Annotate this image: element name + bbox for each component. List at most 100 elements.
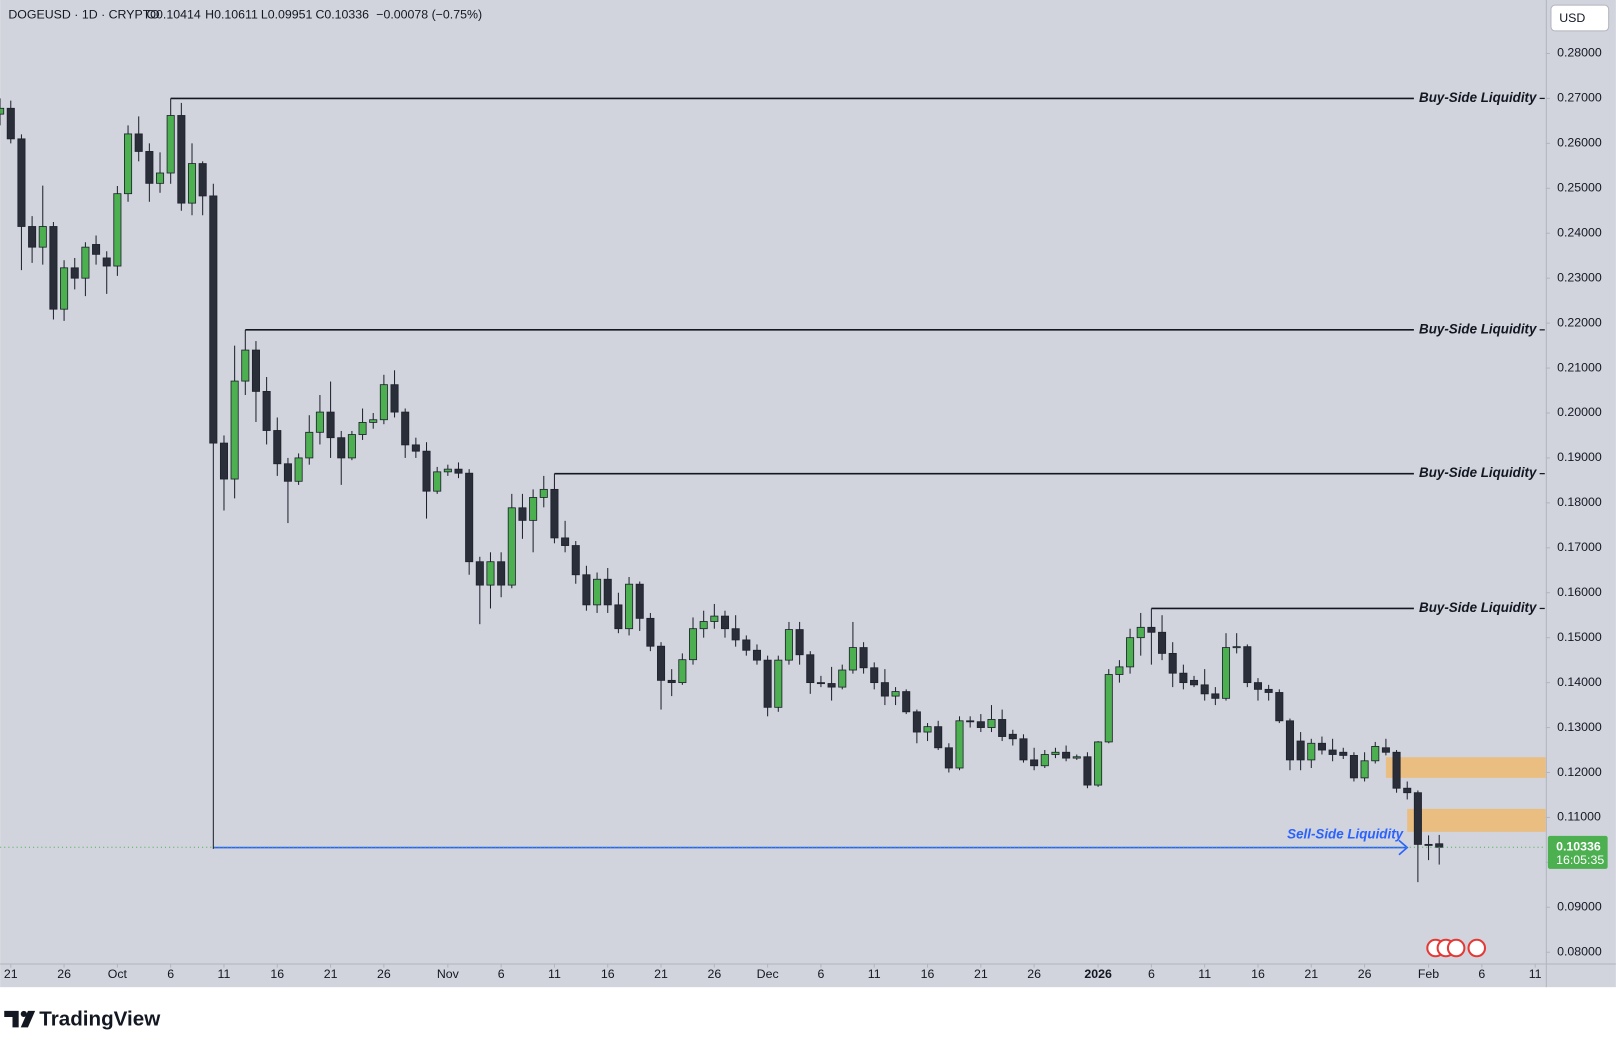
candle-body-down: [134, 133, 143, 152]
candle-body-up: [1040, 754, 1049, 767]
current-price-box: [1547, 835, 1608, 869]
x-tick-label: 16: [270, 967, 284, 981]
candle-body-up: [113, 193, 122, 267]
currency-box[interactable]: [1550, 4, 1610, 32]
candle-body-up: [294, 457, 303, 482]
x-tick-label: Dec: [757, 967, 779, 981]
candle-body-down: [1317, 742, 1326, 751]
x-tick-label: 6: [167, 967, 174, 981]
candle-body-down: [219, 442, 229, 480]
candle-body-down: [1179, 672, 1188, 684]
y-tick-label: 0.25000: [1557, 181, 1602, 195]
candle-body-up: [1232, 646, 1241, 649]
candle-body-up: [1104, 674, 1113, 743]
candle-body-down: [337, 437, 346, 459]
candle-body-down: [70, 267, 79, 279]
candle-body-down: [816, 682, 825, 685]
candle-body-up: [593, 578, 602, 606]
buy-side-label: Buy-Side Liquidity: [1419, 600, 1537, 615]
candle-body-up: [1360, 760, 1369, 779]
candle-body-down: [1030, 759, 1039, 767]
candle-body-down: [795, 629, 804, 656]
candle-body-up: [38, 226, 47, 248]
y-tick-label: 0.28000: [1557, 46, 1602, 60]
candle-body-down: [262, 390, 271, 431]
candle-body-down: [475, 561, 484, 586]
candle-body-down: [145, 151, 154, 184]
candle-body-down: [273, 430, 282, 465]
x-tick-label: 16: [921, 967, 935, 981]
candle-body-up: [710, 615, 719, 622]
y-tick-label: 0.23000: [1557, 270, 1602, 284]
candle-body-down: [1392, 751, 1401, 789]
ohlc-high: H0.10611: [205, 8, 258, 22]
candle-body-up: [625, 583, 634, 630]
candle-body-up: [987, 719, 996, 728]
logo-text: TradingView: [39, 1008, 161, 1031]
candle-body-down: [251, 349, 260, 392]
y-tick-label: 0.16000: [1557, 585, 1602, 599]
candle-body-down: [934, 726, 943, 749]
candle-body-up: [433, 471, 442, 492]
x-tick-label: 6: [1148, 967, 1155, 981]
symbol-title: DOGEUSD · 1D · CRYPTO: [8, 8, 160, 22]
x-tick-label: 6: [817, 967, 824, 981]
x-tick-label: Nov: [437, 967, 460, 981]
y-tick-label: 0.15000: [1557, 630, 1602, 644]
candle-body-down: [806, 654, 815, 684]
x-tick-label: 26: [1358, 967, 1372, 981]
candle-body-down: [827, 683, 836, 688]
plot-area: [0, 97, 1546, 883]
candle-body-down: [497, 561, 506, 586]
candle-body-down: [635, 583, 644, 619]
candle-body-down: [1381, 747, 1390, 753]
event-icon[interactable]: [1446, 938, 1466, 958]
x-tick-label: 21: [974, 967, 988, 981]
liquidity-zone: [1407, 808, 1546, 832]
candle-body-up: [848, 647, 857, 671]
candle-body-down: [1296, 740, 1305, 761]
event-icon[interactable]: [1467, 938, 1487, 958]
candle-body-up: [486, 561, 495, 586]
candle-body-up: [1371, 746, 1380, 762]
currency-label[interactable]: USD: [1559, 11, 1585, 25]
event-icons[interactable]: [1426, 938, 1487, 958]
y-tick-label: 0.12000: [1557, 765, 1602, 779]
candle-body-up: [699, 621, 708, 630]
candle-body-down: [49, 226, 58, 310]
candle-body-down: [912, 711, 921, 733]
candle-body-up: [241, 349, 250, 382]
candle-body-down: [880, 682, 889, 697]
liquidity-zone: [1385, 757, 1546, 778]
candle-body-up: [443, 468, 452, 473]
candle-body-down: [944, 747, 953, 769]
y-tick-label: 0.21000: [1557, 360, 1602, 374]
buy-side-label: Buy-Side Liquidity: [1419, 465, 1537, 480]
ohlc-close: C0.10336: [315, 8, 369, 22]
candle-body-up: [315, 411, 324, 433]
candle-body-down: [1211, 693, 1220, 699]
candle-body-down: [582, 574, 591, 606]
x-tick-label: Feb: [1418, 967, 1439, 981]
candle-body-down: [454, 468, 463, 474]
candle-body-down: [411, 444, 420, 452]
x-tick-label: 11: [1529, 967, 1542, 981]
ohlc-low: L0.09951: [261, 8, 313, 22]
candle-body-down: [92, 244, 101, 255]
candle-body-up: [124, 133, 133, 195]
candle-body-down: [1413, 792, 1422, 845]
candle-body-up: [166, 115, 175, 174]
x-tick-label: 2026: [1084, 967, 1112, 981]
x-tick-label: 21: [1304, 967, 1318, 981]
candle-body-up: [379, 384, 388, 421]
x-tick-label: 6: [1478, 967, 1485, 981]
candle-body-down: [667, 679, 676, 684]
candle-body-down: [401, 411, 410, 446]
y-tick-label: 0.14000: [1557, 675, 1602, 689]
candle-body-up: [1221, 647, 1231, 699]
candle-body-down: [1019, 738, 1028, 761]
candle-body-up: [1136, 626, 1145, 639]
candle-body-down: [1275, 692, 1284, 722]
candle-body-up: [81, 246, 90, 279]
